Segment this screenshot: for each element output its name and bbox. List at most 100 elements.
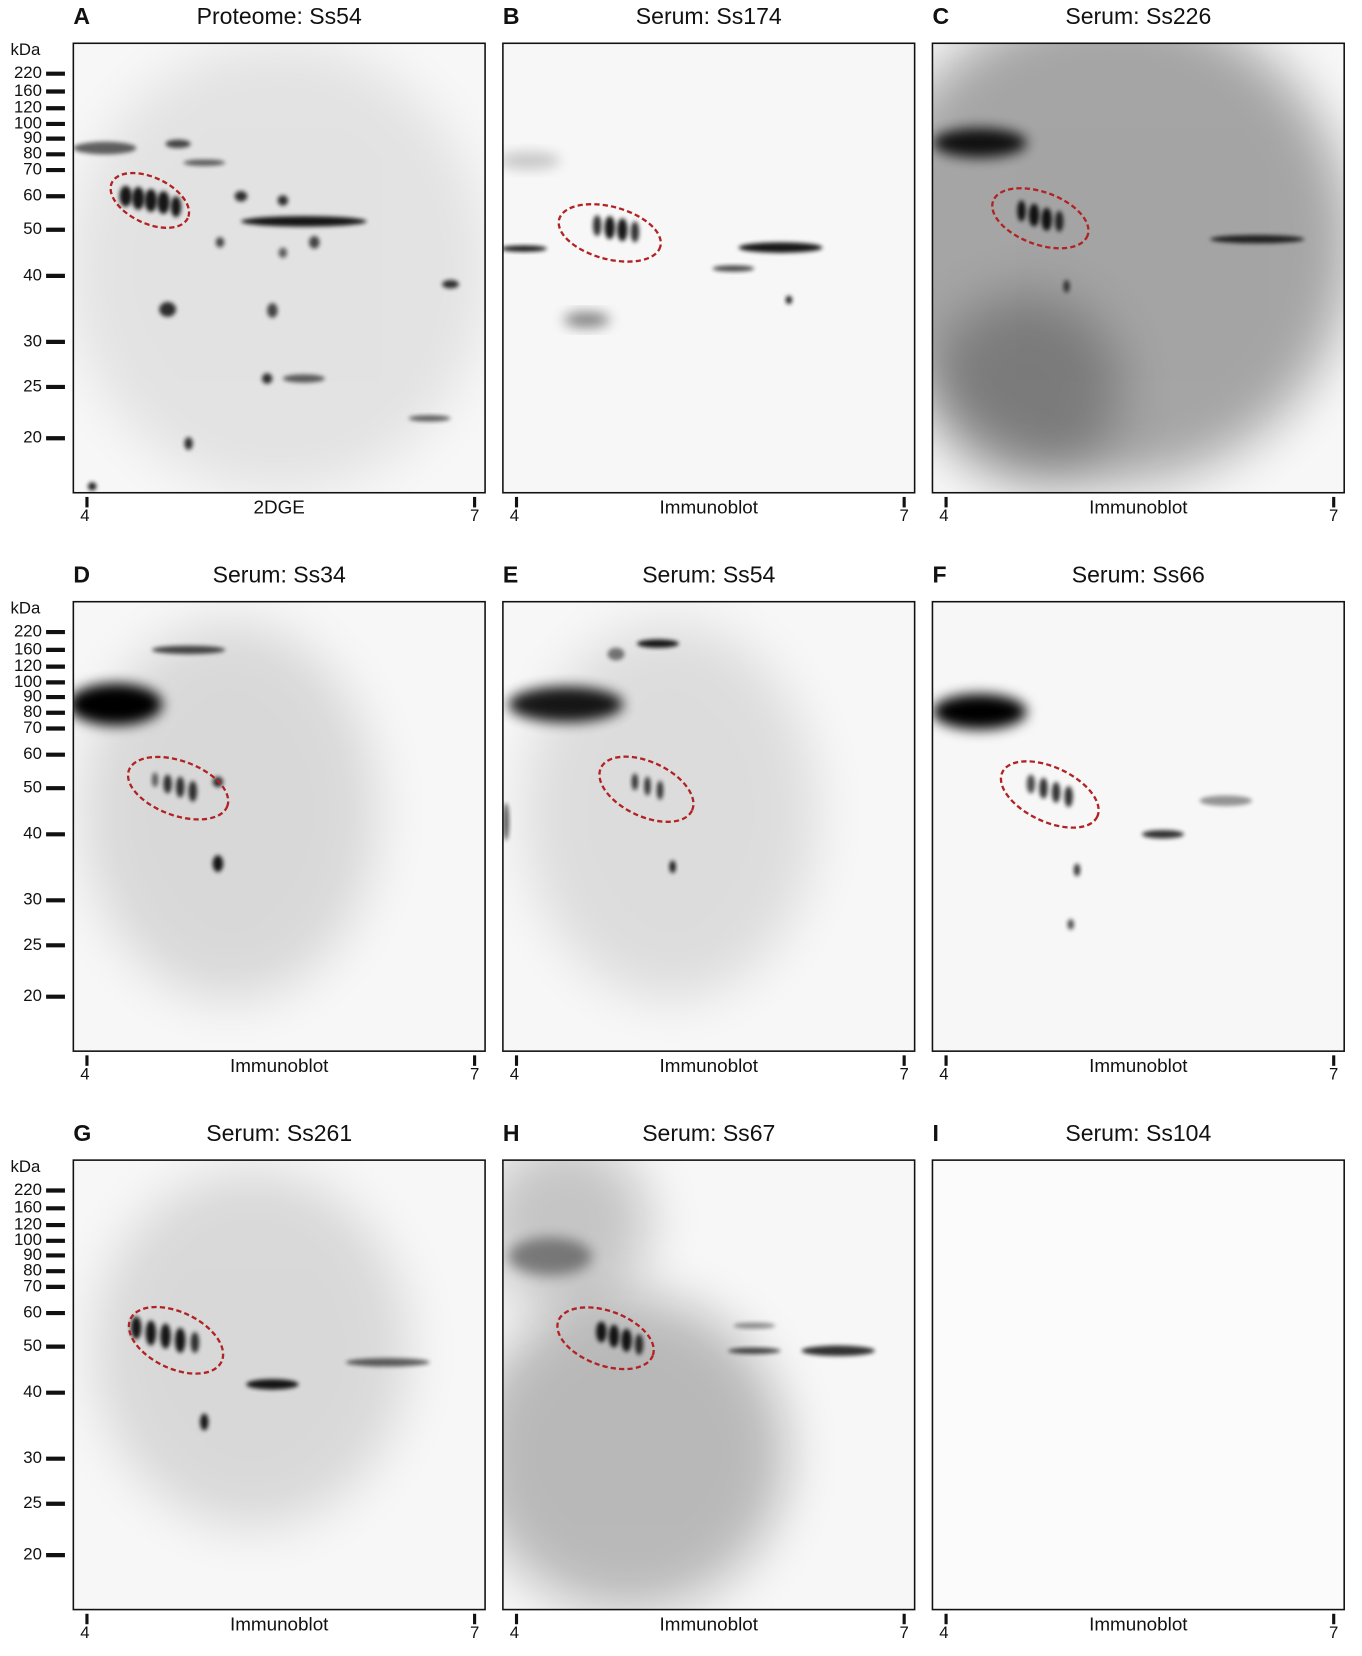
x-axis-label: Immunoblot <box>1089 1613 1188 1634</box>
protein-spot <box>636 639 679 648</box>
panel-frame <box>931 42 1345 494</box>
ph-tick-label: 7 <box>899 1623 908 1642</box>
panel-frame <box>502 1159 916 1611</box>
marker-label: 25 <box>23 935 42 954</box>
protein-spot <box>508 1237 592 1276</box>
protein-spot <box>408 415 451 422</box>
highlight-circle <box>999 760 1100 829</box>
ph-tick-label: 4 <box>510 1065 519 1084</box>
protein-spot <box>1073 863 1081 877</box>
protein-spot <box>176 776 185 798</box>
protein-spot <box>184 437 193 450</box>
protein-spot <box>157 191 170 215</box>
protein-spot <box>738 242 823 253</box>
gel-image <box>73 43 486 493</box>
protein-spot <box>604 216 615 240</box>
x-axis-label: Immunoblot <box>660 496 759 517</box>
protein-spot <box>188 780 197 802</box>
protein-spot <box>631 773 639 791</box>
gel-image <box>73 1160 486 1610</box>
protein-spot <box>183 159 226 166</box>
marker-label: 50 <box>23 219 42 238</box>
protein-spot <box>932 128 1027 158</box>
x-axis-label: 2DGE <box>254 496 305 517</box>
marker-label: 30 <box>23 331 42 350</box>
ph-tick-label: 4 <box>510 506 519 525</box>
protein-spot <box>1017 200 1026 222</box>
protein-spot <box>1039 777 1048 799</box>
marker-label: 120 <box>14 1214 42 1233</box>
panel-title: Serum: Ss261 <box>206 1120 352 1146</box>
marker-label: 60 <box>23 744 42 763</box>
protein-spot <box>73 43 486 493</box>
panel-letter: E <box>503 562 518 588</box>
x-axis-label: Immunoblot <box>230 1613 329 1634</box>
gel-content <box>502 43 915 493</box>
ph-tick-label: 4 <box>939 506 948 525</box>
protein-spot <box>278 247 288 259</box>
panel-title: Serum: Ss226 <box>1065 3 1211 29</box>
x-axis-label: Immunoblot <box>660 1613 759 1634</box>
panel-letter: G <box>73 1120 91 1146</box>
ph-tick-label: 4 <box>80 1623 89 1642</box>
panel-letter: H <box>503 1120 520 1146</box>
marker-label: 90 <box>23 128 42 147</box>
protein-spot <box>267 303 278 318</box>
protein-spot <box>246 1379 299 1390</box>
ph-tick-label: 7 <box>1329 1623 1338 1642</box>
protein-spot <box>621 1328 632 1352</box>
protein-spot <box>151 645 226 655</box>
marker-label: 70 <box>23 718 42 737</box>
panel-title: Serum: Ss174 <box>636 3 782 29</box>
protein-spot <box>596 1321 607 1343</box>
marker-label: 40 <box>23 265 42 284</box>
marker-label: 25 <box>23 376 42 395</box>
protein-spot <box>712 265 755 272</box>
marker-label: 20 <box>23 428 42 447</box>
marker-label: 120 <box>14 98 42 117</box>
marker-label: 40 <box>23 1382 42 1401</box>
protein-spot <box>607 647 625 661</box>
protein-spot <box>1210 235 1305 244</box>
marker-label: 60 <box>23 1303 42 1322</box>
marker-label: 30 <box>23 1448 42 1467</box>
gel-content <box>932 601 1345 1052</box>
marker-label: 100 <box>14 672 42 691</box>
protein-spot <box>608 1324 620 1348</box>
protein-spot <box>1055 210 1064 232</box>
protein-spot <box>508 686 624 723</box>
highlight-circle <box>557 203 662 263</box>
protein-spot <box>932 294 1122 484</box>
protein-spot <box>234 191 248 202</box>
protein-spot <box>502 1160 650 1307</box>
protein-spot <box>785 295 793 305</box>
protein-spot <box>630 221 640 243</box>
marker-label: 220 <box>14 63 42 82</box>
protein-spot <box>502 1296 786 1610</box>
ph-tick-label: 7 <box>470 1065 479 1084</box>
panel-frame <box>72 600 486 1052</box>
gel-content <box>932 1160 1345 1610</box>
protein-spot <box>215 237 225 248</box>
protein-spot <box>669 860 676 874</box>
gel-image <box>932 601 1345 1052</box>
protein-spot <box>151 772 159 788</box>
protein-spot <box>617 218 628 242</box>
marker-label: 160 <box>14 1198 42 1217</box>
protein-spot <box>119 185 133 207</box>
protein-spot <box>801 1345 875 1357</box>
ph-tick-label: 7 <box>470 1623 479 1642</box>
protein-spot <box>240 216 367 227</box>
protein-spot <box>200 1413 209 1431</box>
protein-spot <box>160 1323 171 1349</box>
panel-frame <box>931 600 1345 1052</box>
protein-spot <box>73 683 163 726</box>
protein-spot <box>170 196 182 218</box>
protein-spot <box>132 186 145 210</box>
ph-tick-label: 4 <box>510 1623 519 1642</box>
protein-spot <box>165 139 191 149</box>
protein-spot <box>145 1320 157 1346</box>
gel-background <box>932 1160 1345 1610</box>
protein-spot <box>130 1316 142 1340</box>
